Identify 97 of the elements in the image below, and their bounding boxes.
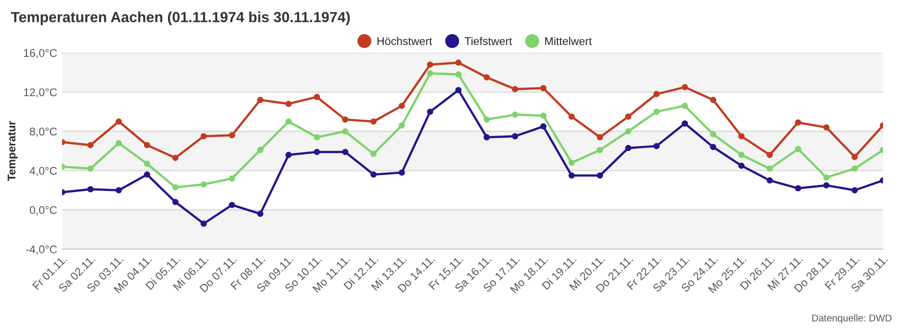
point [852,166,858,172]
point [766,166,773,172]
point [172,154,179,161]
point [314,134,320,140]
point [794,146,802,152]
point [794,185,802,192]
point [794,119,802,126]
y-axis-title: Temperatur [8,120,18,182]
point [738,133,745,140]
legend-label: Höchstwert [378,36,432,46]
point [852,154,858,160]
point [144,171,150,178]
point [738,162,745,169]
point [540,112,546,119]
point [512,86,518,92]
legend-label: Mittelwert [545,36,592,46]
point [484,134,490,140]
point [314,94,320,100]
point [852,187,858,194]
point [116,140,122,146]
point [257,210,264,217]
point [625,128,632,134]
point [596,146,604,154]
y-tick-label: 8,0°C [30,128,57,137]
point [710,96,716,104]
point [144,142,150,148]
point [370,150,377,158]
legend-label: Tiefstwert [464,36,512,46]
point [682,120,688,127]
point [484,74,490,80]
point [285,152,292,158]
point [257,96,264,104]
point [653,90,660,98]
point [200,181,207,188]
point [596,134,604,140]
point [484,116,490,123]
point [568,172,575,179]
point [116,118,122,125]
point [144,160,150,167]
point [625,113,632,120]
point [200,133,207,140]
point [370,171,377,178]
y-tick-label: -4,0°C [26,245,57,255]
point [398,102,405,109]
point [738,152,745,158]
point [172,184,179,190]
point [370,118,377,125]
y-tick-label: 4,0°C [30,166,57,176]
chart-title: Temperaturen Aachen (01.11.1974 bis 30.11.1974) [10,12,350,26]
point [823,124,830,131]
point [512,133,518,140]
point [710,144,716,150]
point [285,100,292,107]
point [342,148,348,156]
point [228,132,236,138]
point [285,118,292,125]
point [455,71,462,78]
point [257,146,264,154]
y-tick-label: 12,0°C [24,88,57,98]
point [568,160,575,166]
point [200,220,207,227]
point [342,128,348,134]
point [314,148,320,156]
y-tick-label: 16,0°C [24,49,57,58]
point [596,172,604,179]
point [342,116,348,123]
point [87,142,94,148]
point [455,86,462,94]
point [766,177,773,184]
point [228,202,236,208]
point [512,112,518,118]
point [653,108,660,115]
point [823,174,830,181]
text: Datenquelle: DWD [812,314,892,324]
line-series [62,70,883,190]
point [398,122,405,129]
point [710,131,716,138]
point [682,102,688,109]
point [540,85,546,92]
point [426,61,434,68]
point [87,186,94,192]
point [398,169,405,176]
y-tick-label: 0,0°C [30,206,57,216]
point [228,175,236,182]
point [766,152,773,158]
point [426,70,434,77]
point [625,144,632,152]
point [87,166,94,172]
point [116,187,122,194]
point [540,123,546,130]
point [653,142,660,150]
point [426,108,434,115]
point [172,198,179,206]
point [823,182,830,188]
point [455,59,462,66]
point [568,113,575,120]
point [682,84,688,90]
